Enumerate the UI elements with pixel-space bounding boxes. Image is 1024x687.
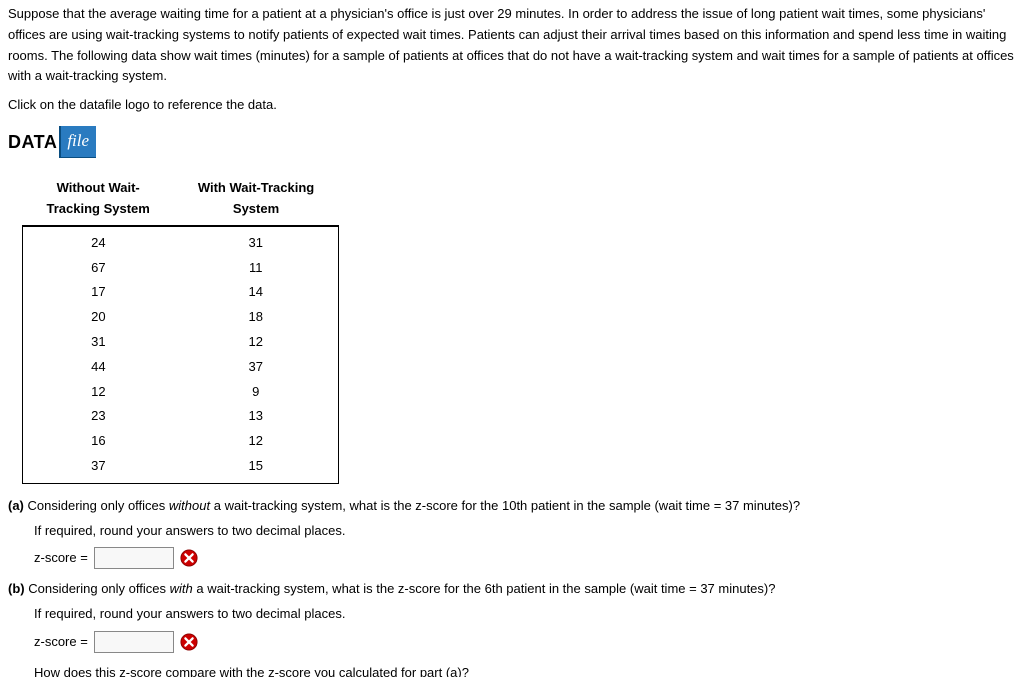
cell-with: 15: [174, 454, 338, 483]
cell-with: 37: [174, 355, 338, 380]
cell-with: 13: [174, 404, 338, 429]
cell-with: 9: [174, 380, 338, 405]
question-a: (a) Considering only offices without a w…: [8, 496, 1016, 517]
col-header-with: With Wait-Tracking System: [174, 172, 338, 226]
cell-without: 37: [23, 454, 174, 483]
table-row: 6711: [23, 256, 339, 281]
cell-with: 11: [174, 256, 338, 281]
cell-with: 31: [174, 226, 338, 255]
table-row: 2018: [23, 305, 339, 330]
cell-without: 16: [23, 429, 174, 454]
cell-without: 17: [23, 280, 174, 305]
table-row: 1612: [23, 429, 339, 454]
question-b-note: If required, round your answers to two d…: [34, 604, 1016, 625]
cell-without: 20: [23, 305, 174, 330]
datafile-logo-data: DATA: [8, 128, 57, 157]
question-b-label: (b): [8, 581, 25, 596]
question-b-compare: How does this z-score compare with the z…: [34, 663, 1016, 677]
cell-with: 12: [174, 429, 338, 454]
zscore-label-b: z-score =: [34, 632, 88, 653]
cell-with: 12: [174, 330, 338, 355]
cell-without: 31: [23, 330, 174, 355]
datafile-prompt: Click on the datafile logo to reference …: [8, 95, 1016, 116]
wrong-icon: [180, 549, 198, 567]
zscore-input-a[interactable]: [94, 547, 174, 569]
table-row: 3112: [23, 330, 339, 355]
question-a-label: (a): [8, 498, 24, 513]
zscore-label-a: z-score =: [34, 548, 88, 569]
zscore-input-b[interactable]: [94, 631, 174, 653]
question-b-answer: z-score =: [34, 631, 1016, 653]
col-header-without: Without Wait- Tracking System: [23, 172, 174, 226]
table-row: 3715: [23, 454, 339, 483]
intro-paragraph: Suppose that the average waiting time fo…: [8, 4, 1016, 87]
table-row: 129: [23, 380, 339, 405]
question-a-answer: z-score =: [34, 547, 1016, 569]
question-b: (b) Considering only offices with a wait…: [8, 579, 1016, 600]
table-body: 243167111714201831124437129231316123715: [23, 226, 339, 483]
cell-without: 23: [23, 404, 174, 429]
table-row: 2313: [23, 404, 339, 429]
datafile-logo-file: file: [59, 126, 96, 158]
datafile-logo[interactable]: DATA file: [8, 126, 96, 158]
cell-without: 44: [23, 355, 174, 380]
cell-with: 18: [174, 305, 338, 330]
cell-with: 14: [174, 280, 338, 305]
cell-without: 24: [23, 226, 174, 255]
wait-times-table: Without Wait- Tracking System With Wait-…: [22, 172, 339, 484]
table-row: 4437: [23, 355, 339, 380]
cell-without: 12: [23, 380, 174, 405]
table-row: 2431: [23, 226, 339, 255]
wrong-icon: [180, 633, 198, 651]
cell-without: 67: [23, 256, 174, 281]
question-a-note: If required, round your answers to two d…: [34, 521, 1016, 542]
table-row: 1714: [23, 280, 339, 305]
